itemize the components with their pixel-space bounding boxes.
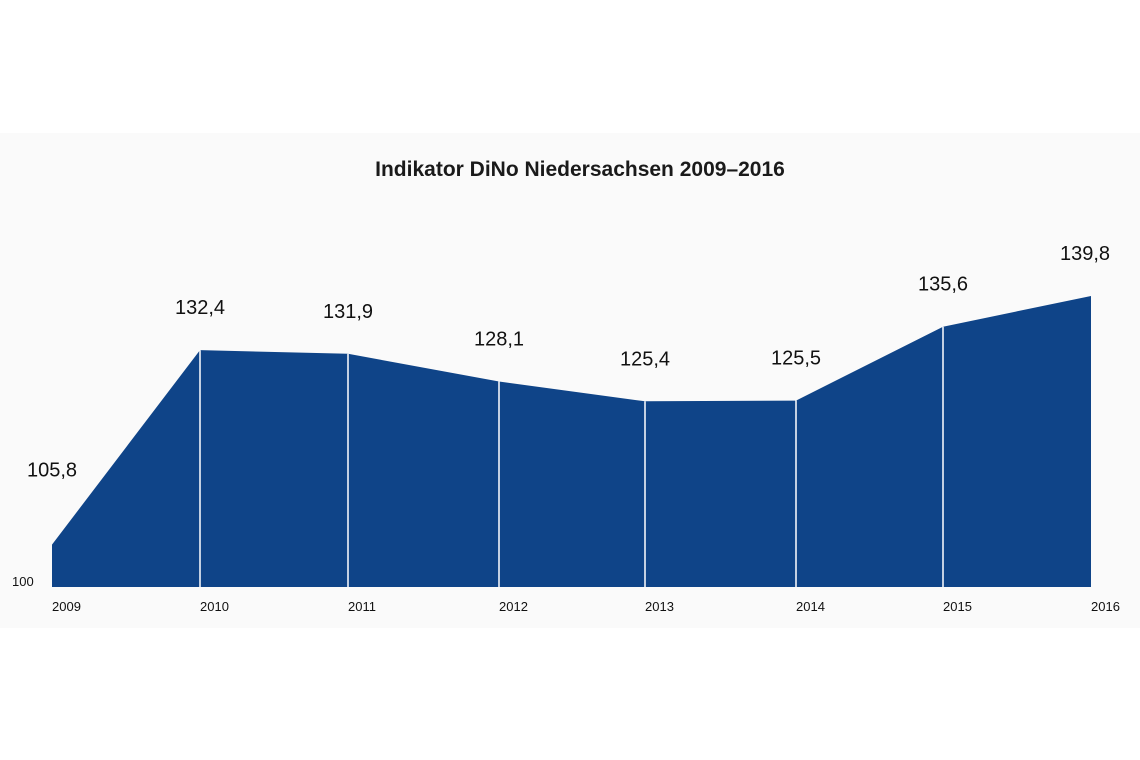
x-tick-label: 2016	[1091, 599, 1120, 614]
value-label: 131,9	[323, 301, 373, 323]
x-tick-label: 2015	[943, 599, 972, 614]
x-tick-label: 2013	[645, 599, 674, 614]
x-tick-label: 2010	[200, 599, 229, 614]
value-label: 135,6	[918, 274, 968, 296]
x-tick-layer: 2009 2010 2011 2012 2013 2014 2015 2016	[52, 599, 1120, 614]
x-tick-label: 2014	[796, 599, 825, 614]
area-series	[52, 296, 1091, 587]
value-label-layer: 105,8 132,4 131,9 128,1 125,4 125,5 135,6 139,8	[27, 243, 1110, 482]
x-tick-label: 2012	[499, 599, 528, 614]
value-label: 105,8	[27, 460, 77, 482]
chart-title: Indikator DiNo Niedersachsen 2009–2016	[375, 158, 785, 181]
value-label: 125,5	[771, 348, 821, 370]
value-label: 132,4	[175, 297, 225, 319]
value-label: 125,4	[620, 348, 670, 370]
x-tick-label: 2009	[52, 599, 81, 614]
y-baseline-label: 100	[12, 574, 34, 589]
area-layer	[52, 296, 1091, 587]
value-label: 128,1	[474, 329, 524, 351]
value-label: 139,8	[1060, 243, 1110, 265]
x-tick-label: 2011	[348, 599, 376, 614]
separator-layer	[199, 326, 944, 587]
